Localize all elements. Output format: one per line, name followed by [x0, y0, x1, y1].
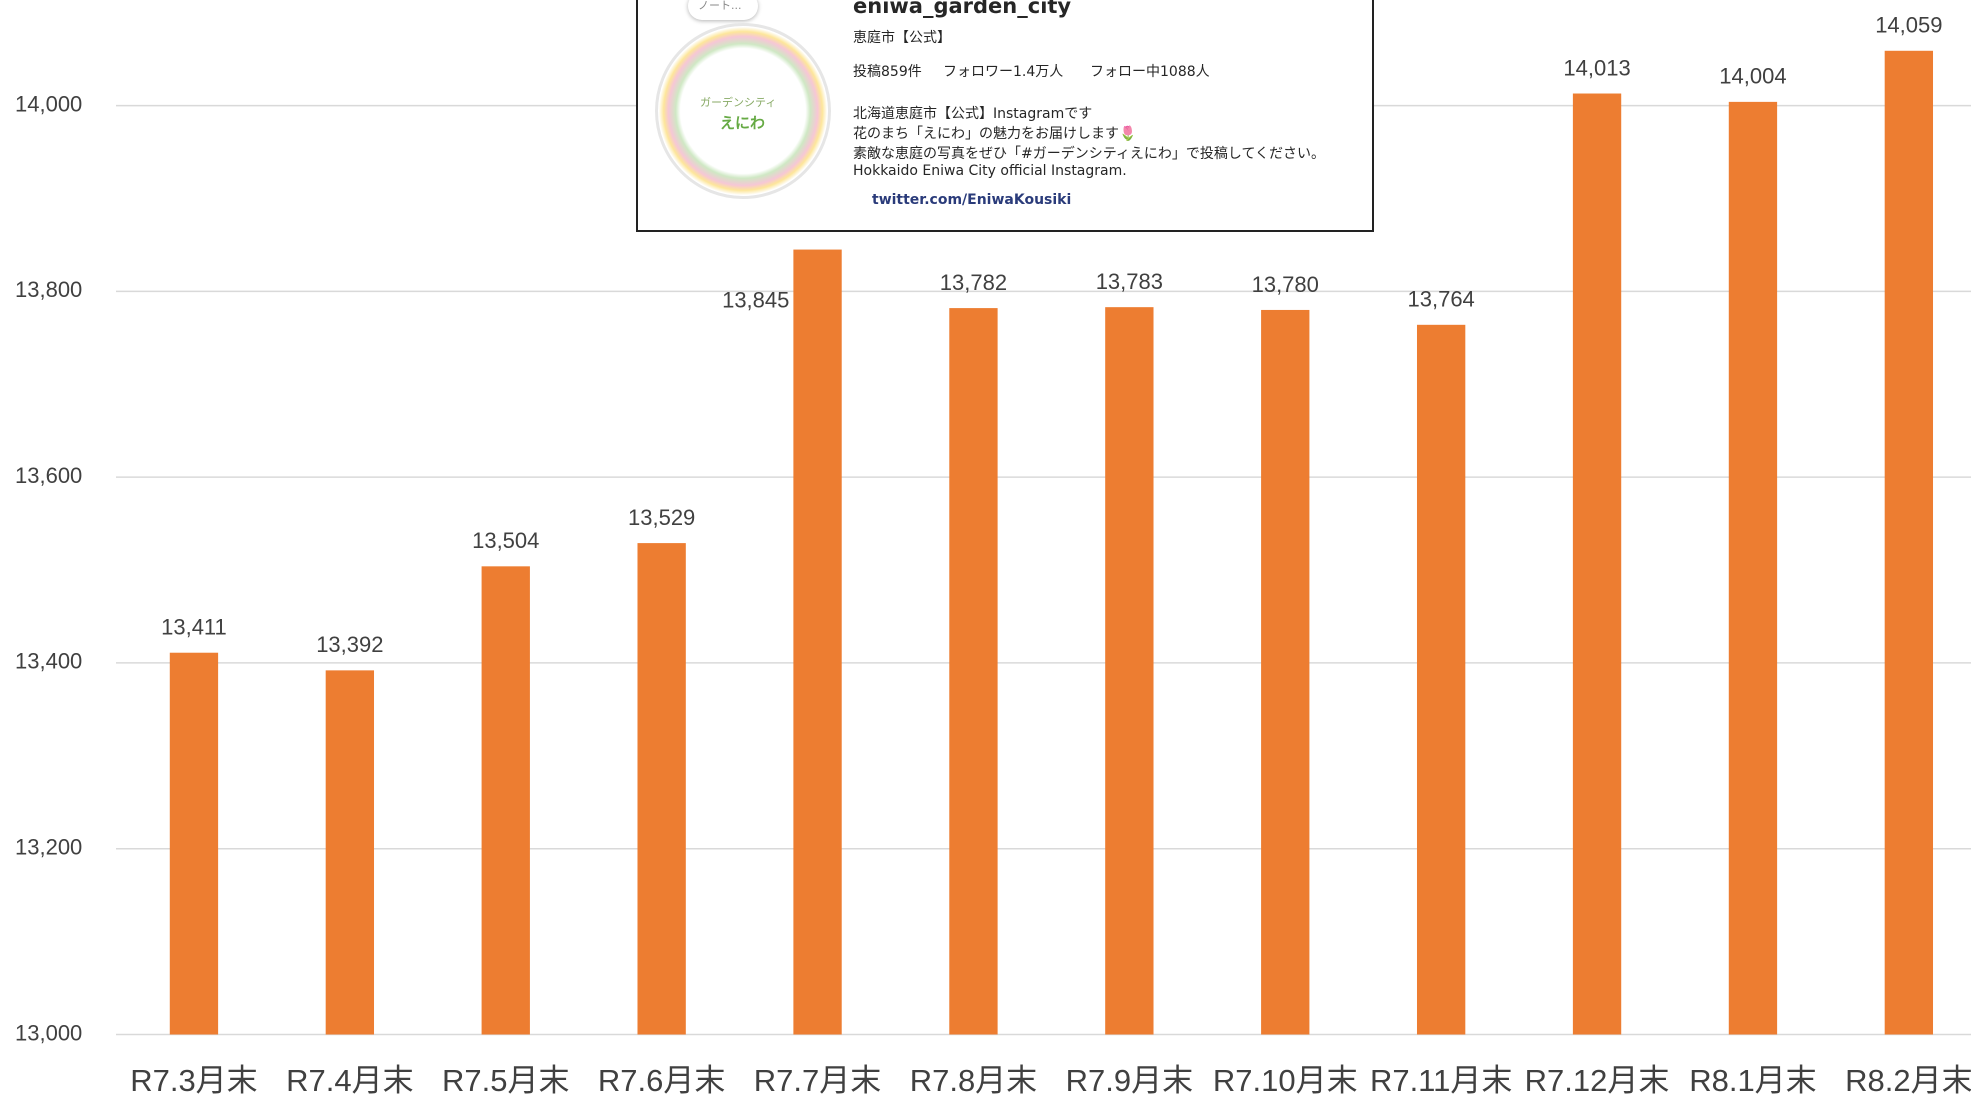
value-label: 13,845 — [722, 287, 789, 312]
profile-link[interactable]: twitter.com/EniwaKousiki — [872, 192, 1071, 208]
bio-line: 素敵な恵庭の写真をぜひ「#ガーデンシティえにわ」で投稿してください。 — [853, 143, 1325, 163]
bar — [1729, 102, 1777, 1035]
bio-line: 北海道恵庭市【公式】Instagramです — [853, 103, 1092, 123]
x-tick-label: R7.12月末 — [1525, 1063, 1670, 1098]
value-label: 13,529 — [628, 505, 695, 530]
note-text: ノート... — [698, 0, 742, 13]
value-label: 14,013 — [1563, 55, 1630, 80]
note-bubble: ノート... — [688, 0, 758, 20]
page: 13,000 13,200 13,400 13,600 13,800 14,000 13,4… — [0, 0, 1971, 1101]
value-label: 13,780 — [1252, 272, 1319, 297]
y-tick-label: 14,000 — [15, 91, 82, 116]
profile-overlay: ノート... ガーデンシティ えにわ eniwa_garden_city 恵庭市… — [636, 0, 1374, 232]
bar — [326, 670, 374, 1034]
x-tick-label: R8.1月末 — [1689, 1063, 1816, 1098]
x-tick-label: R7.7月末 — [754, 1063, 881, 1098]
bar — [170, 653, 218, 1035]
username: eniwa_garden_city — [853, 0, 1071, 18]
bar — [793, 250, 841, 1035]
value-label: 13,782 — [940, 270, 1007, 295]
value-label: 13,764 — [1408, 287, 1475, 312]
x-tick-label: R7.10月末 — [1213, 1063, 1358, 1098]
stat: フォロワー1.4万人 — [943, 61, 1063, 81]
y-tick-label: 13,600 — [15, 463, 82, 488]
avatar-text: ガーデンシティ — [700, 94, 776, 110]
x-tick-label: R7.9月末 — [1066, 1063, 1193, 1098]
bar — [1573, 94, 1621, 1035]
x-tick-label: R7.5月末 — [442, 1063, 569, 1098]
profile-name: 恵庭市【公式】 — [853, 27, 951, 47]
bar — [637, 543, 685, 1034]
bar — [1417, 325, 1465, 1035]
x-tick-label: R7.6月末 — [598, 1063, 725, 1098]
x-tick-label: R7.3月末 — [130, 1063, 257, 1098]
bio-line: 花のまち「えにわ」の魅力をお届けします🌷 — [853, 123, 1136, 143]
bar — [482, 566, 530, 1034]
bar — [1885, 51, 1933, 1035]
x-tick-label: R7.8月末 — [910, 1063, 1037, 1098]
stat: 投稿859件 — [853, 61, 922, 81]
x-tick-label: R7.4月末 — [286, 1063, 413, 1098]
value-label: 13,411 — [161, 615, 227, 640]
x-tick-label: R7.11月末 — [1370, 1063, 1512, 1098]
bar — [1105, 307, 1153, 1034]
bio-line: Hokkaido Eniwa City official Instagram. — [853, 163, 1127, 179]
bar — [1261, 310, 1309, 1035]
x-tick-label: R8.2月末 — [1845, 1063, 1971, 1098]
y-tick-label: 13,200 — [15, 835, 82, 860]
avatar: ガーデンシティ えにわ — [655, 23, 831, 199]
stat: フォロー中1088人 — [1090, 61, 1210, 81]
avatar-text: えにわ — [720, 112, 765, 133]
value-label: 13,783 — [1096, 269, 1163, 294]
bar — [949, 308, 997, 1034]
y-tick-label: 13,000 — [15, 1020, 82, 1045]
y-tick-label: 13,800 — [15, 277, 82, 302]
value-label: 14,059 — [1875, 13, 1942, 38]
value-label: 13,504 — [472, 528, 539, 553]
y-tick-label: 13,400 — [15, 649, 82, 674]
value-label: 14,004 — [1719, 64, 1786, 89]
value-label: 13,392 — [316, 632, 383, 657]
